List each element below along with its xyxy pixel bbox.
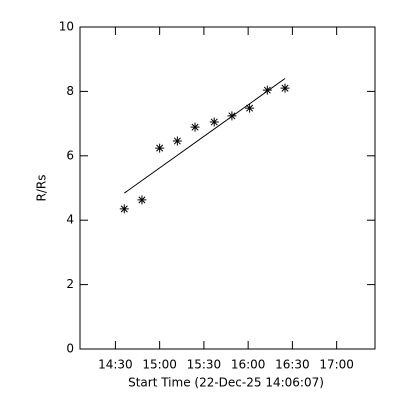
x-tick-label: 14:30 — [98, 358, 133, 372]
y-tick-label: 6 — [66, 148, 74, 162]
x-tick-label: 17:00 — [319, 358, 354, 372]
x-axis-label: Start Time (22-Dec-25 14:06:07) — [128, 376, 324, 390]
x-tick-label: 16:00 — [231, 358, 266, 372]
data-point — [262, 85, 272, 95]
fit-line — [123, 78, 286, 194]
y-axis-label: R/Rs — [35, 175, 49, 202]
x-tick-label: 15:00 — [142, 358, 177, 372]
data-point — [245, 103, 255, 113]
x-tick-label: 16:30 — [275, 358, 310, 372]
y-tick-label: 4 — [66, 213, 74, 227]
data-point — [209, 117, 219, 127]
data-point — [280, 83, 290, 93]
data-point — [172, 136, 182, 146]
y-tick-label: 8 — [66, 84, 74, 98]
plot-frame — [79, 26, 376, 350]
data-point — [119, 204, 129, 214]
y-tick-label: 0 — [66, 342, 74, 356]
y-tick-label: 10 — [59, 20, 74, 34]
data-point — [190, 122, 200, 132]
data-point — [155, 143, 165, 153]
y-tick-label: 2 — [66, 277, 74, 291]
data-point — [137, 195, 147, 205]
x-tick-label: 15:30 — [187, 358, 222, 372]
